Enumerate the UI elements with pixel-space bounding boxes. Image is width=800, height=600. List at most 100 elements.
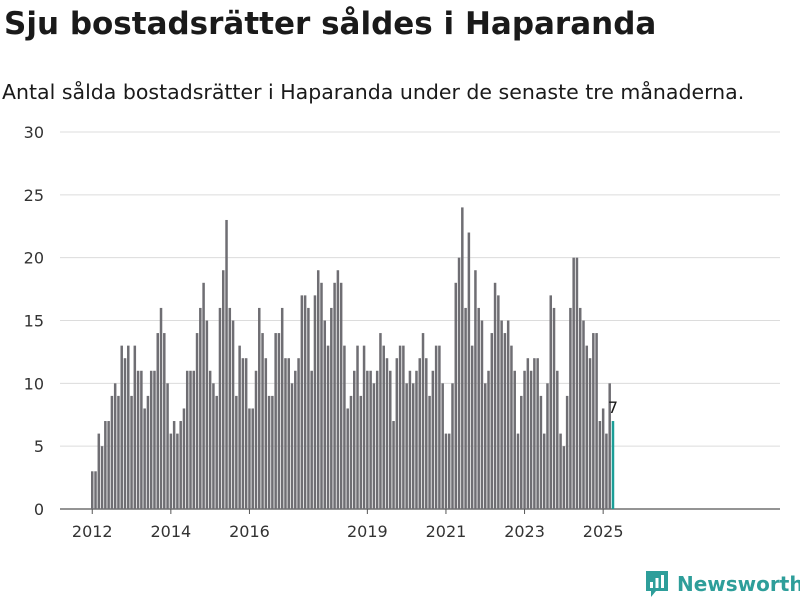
bar: [402, 345, 405, 509]
bar: [353, 370, 356, 509]
bar: [546, 383, 549, 509]
bar: [362, 345, 366, 509]
bar-latest: [611, 421, 615, 509]
bar: [451, 383, 454, 509]
bar: [441, 383, 444, 509]
bar: [218, 307, 222, 509]
bar: [310, 370, 313, 509]
bar: [169, 433, 173, 509]
bar: [166, 383, 169, 509]
bar: [244, 358, 248, 509]
bar: [444, 433, 448, 509]
x-axis-ticks: 2012 2014 2016 2019 2021 2023 2025: [72, 509, 624, 541]
x-tick-label: 2021: [426, 522, 467, 541]
bar: [277, 333, 281, 509]
bar: [601, 408, 605, 509]
bar: [493, 282, 497, 509]
bar: [104, 421, 107, 509]
bar: [536, 358, 539, 509]
bar: [461, 207, 464, 509]
bar: [307, 307, 310, 509]
bar: [294, 370, 297, 509]
bar: [323, 320, 327, 509]
bar: [320, 282, 323, 509]
bar: [385, 358, 389, 509]
bar: [176, 433, 179, 509]
bar: [418, 358, 421, 509]
bar: [359, 395, 363, 509]
bar: [261, 333, 264, 509]
bar: [159, 307, 163, 509]
bar: [500, 320, 503, 509]
brand-logo[interactable]: Newsworthy: [644, 569, 800, 599]
x-tick-label: 2023: [504, 522, 545, 541]
bar: [225, 219, 228, 509]
bar: [123, 358, 127, 509]
bar: [189, 370, 192, 509]
bar: [349, 395, 353, 509]
y-tick-label: 0: [34, 500, 44, 519]
chart-title: Sju bostadsrätter såldes i Haparanda: [4, 6, 657, 42]
bar: [212, 383, 215, 509]
bar: [94, 471, 97, 509]
bar: [274, 333, 277, 509]
bar: [202, 282, 205, 509]
bar: [533, 358, 536, 509]
bar: [235, 395, 238, 509]
bar: [330, 307, 333, 509]
bar: [447, 433, 451, 509]
bar: [382, 345, 385, 509]
bar: [411, 383, 415, 509]
bar: [146, 395, 150, 509]
bar: [405, 383, 408, 509]
bar: [513, 370, 516, 509]
bar: [516, 433, 520, 509]
bar: [143, 408, 146, 509]
bar: [526, 358, 530, 509]
y-tick-label: 15: [24, 312, 44, 331]
bar: [487, 370, 490, 509]
bar: [228, 307, 232, 509]
bar: [113, 383, 117, 509]
bar: [392, 421, 395, 509]
bar: [529, 370, 533, 509]
bar: [117, 395, 120, 509]
y-tick-label: 30: [24, 123, 44, 142]
newsworthy-logo-icon: [646, 571, 668, 597]
x-tick-label: 2025: [583, 522, 624, 541]
bar: [389, 370, 392, 509]
bar: [267, 395, 271, 509]
bar: [467, 232, 471, 509]
x-tick-label: 2016: [229, 522, 270, 541]
bar: [343, 345, 346, 509]
chart-subtitle: Antal sålda bostadsrätter i Haparanda un…: [2, 80, 745, 104]
bar: [434, 345, 438, 509]
bar: [133, 345, 137, 509]
bar: [215, 395, 218, 509]
bar: [480, 320, 484, 509]
bar: [100, 446, 104, 509]
bar: [326, 345, 330, 509]
bar: [523, 370, 526, 509]
bar: [559, 433, 562, 509]
bar: [608, 383, 611, 509]
bar: [510, 345, 513, 509]
bar: [97, 433, 101, 509]
bar: [520, 395, 523, 509]
bar: [179, 421, 182, 509]
bar: [284, 358, 287, 509]
bar: [431, 370, 435, 509]
bar: [153, 370, 156, 509]
bar: [258, 307, 261, 509]
bar: [199, 307, 202, 509]
bar: [127, 345, 130, 509]
bar: [572, 257, 575, 509]
bar: [156, 333, 159, 509]
bar: [398, 345, 402, 509]
y-axis-ticks: 0 5 10 15 20 25 30: [24, 123, 44, 519]
x-tick-label: 2012: [72, 522, 113, 541]
bar: [336, 270, 340, 509]
bar: [562, 446, 566, 509]
bar: [595, 333, 598, 509]
